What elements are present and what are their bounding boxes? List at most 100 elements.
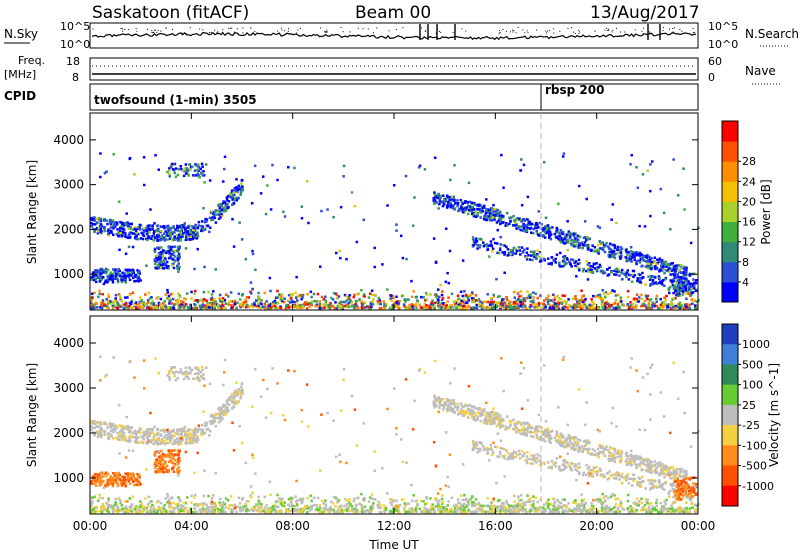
velocity-cell [605, 504, 609, 508]
velocity-cell [279, 510, 283, 514]
power-cell [663, 260, 666, 264]
velocity-cell [645, 510, 648, 514]
colorbar-segment [722, 281, 738, 303]
velocity-cell [590, 501, 593, 505]
power-cell [531, 258, 534, 262]
power-cell [179, 305, 182, 309]
power-cell [468, 294, 472, 298]
power-cell [581, 245, 584, 249]
power-cell [197, 220, 201, 224]
power-cell [467, 299, 471, 302]
velocity-cell [582, 506, 586, 509]
velocity-cell [247, 509, 251, 512]
velocity-cell [125, 506, 128, 509]
power-cell [521, 302, 525, 306]
power-cell [411, 305, 414, 308]
velocity-cell [229, 503, 233, 507]
power-cell [648, 259, 652, 263]
velocity-cell [460, 503, 463, 507]
velocity-cell [425, 497, 429, 500]
power-cell [595, 268, 599, 272]
power-cell [476, 299, 479, 302]
power-cell [575, 275, 578, 278]
power-cell [222, 304, 225, 307]
power-cell [653, 276, 657, 279]
power-cell [639, 257, 643, 260]
power-cell [597, 296, 601, 299]
nsearch-dot [499, 30, 501, 32]
nsearch-dot [372, 32, 374, 34]
power-cell [615, 221, 618, 225]
power-cell [599, 265, 603, 268]
power-cell [577, 244, 581, 248]
power-cell [345, 295, 348, 298]
power-cell [118, 229, 122, 232]
power-cell [214, 210, 217, 213]
power-cell [120, 235, 124, 238]
nsearch-dot [135, 28, 137, 30]
colorbar-tick-label: 20 [742, 195, 756, 208]
power-cell [450, 292, 454, 296]
nsearch-dot [465, 30, 467, 32]
velocity-cell [213, 506, 217, 509]
power-cell [439, 283, 442, 287]
power-cell [172, 253, 175, 257]
power-cell [289, 292, 293, 296]
velocity-cell [660, 510, 664, 514]
power-cell [404, 307, 407, 310]
power-cell [629, 301, 632, 304]
power-cell [169, 231, 173, 234]
power-cell [301, 293, 305, 297]
power-cell [499, 216, 503, 219]
velocity-cell [550, 503, 553, 506]
power-cell [96, 271, 99, 274]
velocity-cell [529, 504, 533, 507]
velocity-cell [180, 507, 184, 510]
velocity-cell [159, 508, 162, 512]
power-cell [645, 296, 649, 300]
velocity-cell [102, 508, 105, 511]
power-cell [512, 224, 515, 227]
power-cell [219, 203, 223, 207]
power-cell [171, 245, 174, 249]
power-cell [156, 229, 160, 233]
velocity-cell [574, 510, 577, 513]
power-cell [197, 163, 200, 167]
power-cell [337, 295, 341, 298]
power-cell [461, 210, 465, 214]
power-cell [173, 255, 177, 258]
power-cell [606, 245, 610, 248]
power-cell [485, 243, 489, 246]
power-cell [218, 306, 221, 310]
power-cell [585, 269, 588, 273]
velocity-cell [567, 502, 570, 505]
power-cell [571, 297, 575, 301]
power-cell [221, 306, 224, 310]
power-cell [111, 272, 115, 276]
power-cell [145, 229, 148, 233]
power-cell [456, 301, 460, 304]
velocity-cell [553, 500, 557, 503]
power-cell [613, 246, 617, 249]
power-cell [506, 254, 509, 257]
power-cell [486, 248, 490, 251]
power-cell [239, 305, 242, 309]
power-cell [538, 260, 542, 263]
velocity-cell [618, 504, 622, 507]
power-cell [598, 247, 602, 250]
power-cell [591, 301, 595, 304]
power-cell [208, 301, 212, 305]
power-cell [538, 255, 541, 259]
nsearch-dot [160, 30, 162, 32]
power-cell [649, 189, 652, 193]
velocity-cell [348, 509, 351, 513]
power-cell [99, 217, 102, 221]
power-cell [117, 200, 121, 204]
velocity-cell [614, 502, 618, 506]
velocity-cell [591, 510, 595, 514]
velocity-cell [600, 502, 603, 505]
power-cell [606, 268, 609, 271]
nsearch-dot [594, 30, 596, 32]
power-cell [663, 284, 666, 288]
